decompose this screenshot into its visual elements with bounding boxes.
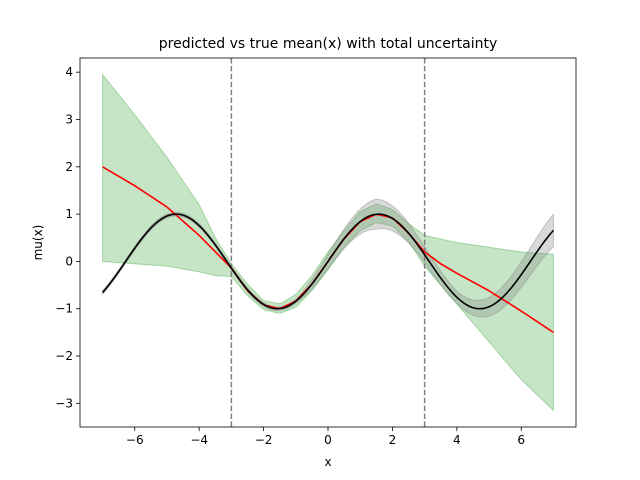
chart-title: predicted vs true mean(x) with total unc… <box>159 36 497 52</box>
x-tick-label: −6 <box>126 433 144 447</box>
y-tick-label: 0 <box>65 254 73 268</box>
y-tick-label: 3 <box>65 113 73 127</box>
plot-inner <box>101 58 555 427</box>
x-axis-label: x <box>324 455 331 469</box>
y-tick-label: −3 <box>55 396 73 410</box>
x-tick-label: 0 <box>324 433 332 447</box>
x-tick-label: 4 <box>453 433 461 447</box>
y-tick-label: −1 <box>55 302 73 316</box>
y-tick-label: 4 <box>65 65 73 79</box>
x-tick-label: 2 <box>389 433 397 447</box>
true-mean-line <box>101 213 555 310</box>
x-tick-label: −2 <box>255 433 273 447</box>
y-axis-label: mu(x) <box>31 225 45 261</box>
y-tick-label: 1 <box>65 207 73 221</box>
true-std-band <box>102 198 554 318</box>
x-tick-label: −4 <box>190 433 208 447</box>
y-tick-label: −2 <box>55 349 73 363</box>
y-tick-label: 2 <box>65 160 73 174</box>
total-uncertainty-band <box>102 73 554 412</box>
plot-area: −6 −4 −2 0 2 4 6 −3 −2 −1 0 1 2 3 4 <box>55 57 577 447</box>
x-tick-label: 6 <box>517 433 525 447</box>
